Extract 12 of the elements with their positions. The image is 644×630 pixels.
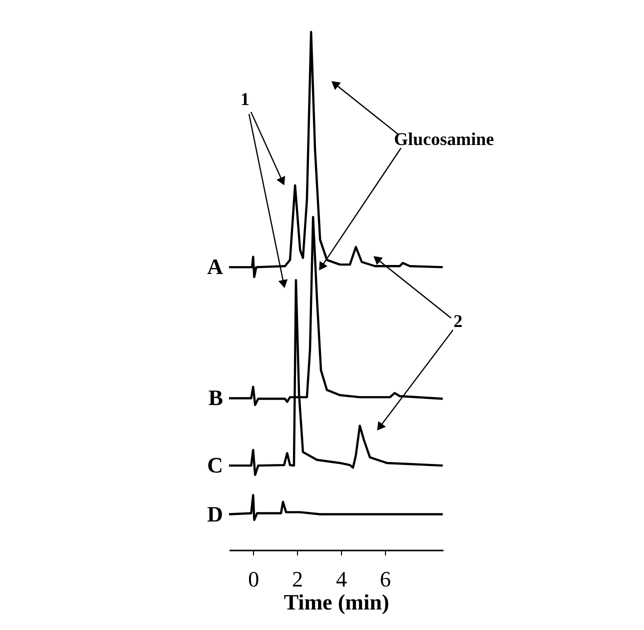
x-tick-label: 4 — [336, 566, 347, 592]
x-tick-label: 0 — [248, 566, 260, 592]
annotation: Glucosamine — [394, 129, 494, 149]
series-label: C — [207, 452, 223, 478]
series-label: A — [207, 254, 224, 280]
series-label: B — [208, 385, 224, 410]
series-label: D — [207, 501, 223, 526]
x-axis-title: Time (min) — [284, 590, 390, 614]
x-tick-label: 2 — [292, 566, 304, 592]
annotation: 1 — [240, 89, 250, 109]
text: 2 — [454, 311, 462, 331]
x-tick-label: 6 — [380, 566, 391, 592]
